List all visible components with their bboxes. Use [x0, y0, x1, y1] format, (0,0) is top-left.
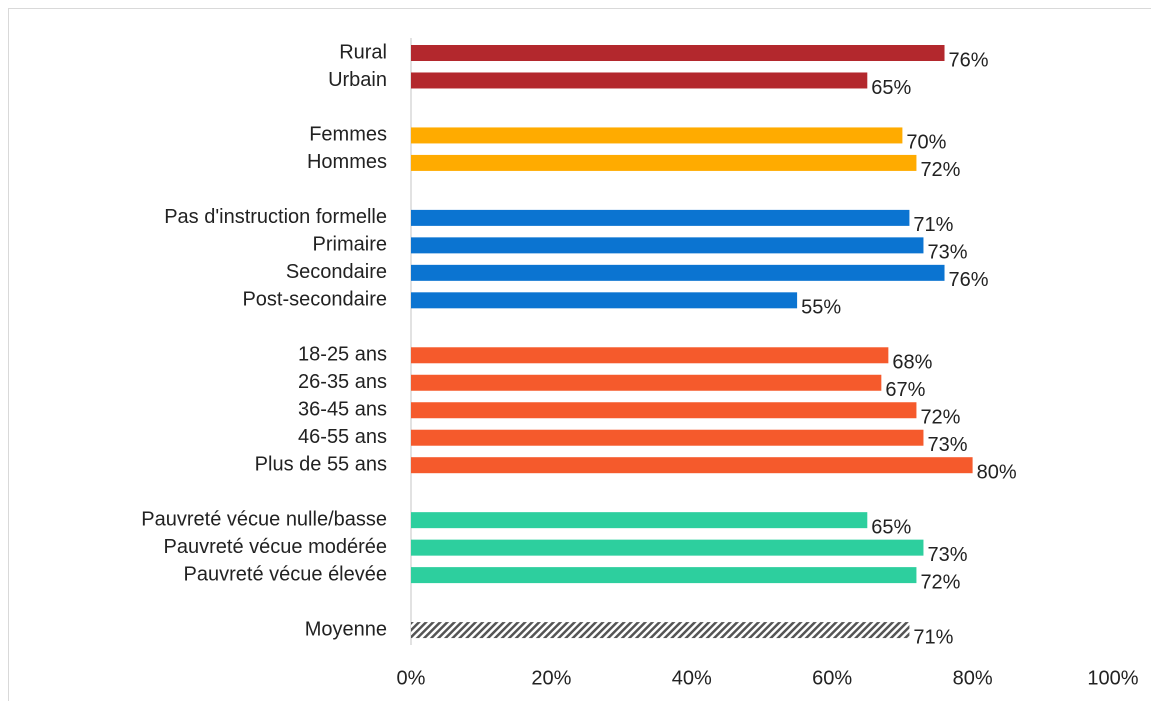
x-tick-label: 80% [953, 667, 993, 689]
y-tick-label: Moyenne [305, 618, 387, 640]
y-tick-label: Post-secondaire [242, 289, 387, 311]
bar [411, 154, 917, 171]
y-tick-label: Femmes [309, 124, 387, 146]
y-tick-label: 26-35 ans [298, 371, 387, 393]
value-label: 70% [906, 132, 946, 154]
x-tick-label: 0% [397, 667, 426, 689]
value-label: 73% [927, 434, 967, 456]
bar [411, 209, 910, 226]
y-tick-label: 46-55 ans [298, 426, 387, 448]
value-label: 76% [949, 49, 989, 71]
value-label: 80% [977, 461, 1017, 483]
value-label: 72% [920, 407, 960, 429]
y-tick-label: Plus de 55 ans [255, 453, 387, 475]
bar [411, 347, 889, 364]
value-label: 65% [871, 516, 911, 538]
bar [411, 237, 924, 254]
value-label: 72% [920, 159, 960, 181]
y-tick-label: Pauvreté vécue élevée [184, 563, 387, 585]
y-tick-label: Urbain [328, 69, 387, 91]
frame [8, 8, 1151, 701]
value-label: 71% [913, 626, 953, 648]
value-label: 76% [949, 269, 989, 291]
y-tick-label: Secondaire [286, 261, 387, 283]
y-tick-label: Pauvreté vécue modérée [164, 536, 387, 558]
y-tick-label: 36-45 ans [298, 399, 387, 421]
y-tick-label: Rural [339, 41, 387, 63]
y-tick-label: 18-25 ans [298, 344, 387, 366]
y-tick-label: Pauvreté vécue nulle/basse [141, 508, 387, 530]
value-label: 68% [892, 352, 932, 374]
x-tick-label: 20% [531, 667, 571, 689]
bar [411, 45, 945, 61]
bar [411, 457, 973, 474]
x-tick-label: 60% [812, 667, 852, 689]
y-tick-label: Primaire [313, 234, 387, 256]
x-tick-label: 100% [1087, 667, 1138, 689]
y-tick-label: Hommes [307, 151, 387, 173]
bar [411, 539, 924, 556]
value-label: 71% [913, 214, 953, 236]
value-label: 65% [871, 77, 911, 99]
bar [411, 512, 868, 529]
bar [411, 374, 882, 391]
value-label: 67% [885, 379, 925, 401]
bar [411, 127, 903, 144]
bar [411, 72, 868, 89]
value-label: 72% [920, 571, 960, 593]
bar [411, 567, 917, 584]
x-tick-label: 40% [672, 667, 712, 689]
bar [411, 292, 798, 309]
value-label: 73% [927, 544, 967, 566]
value-label: 73% [927, 242, 967, 264]
bar [411, 402, 917, 419]
bar [411, 622, 910, 639]
bar [411, 429, 924, 446]
value-label: 55% [801, 297, 841, 319]
bar [411, 264, 945, 281]
y-tick-label: Pas d'instruction formelle [164, 206, 387, 228]
